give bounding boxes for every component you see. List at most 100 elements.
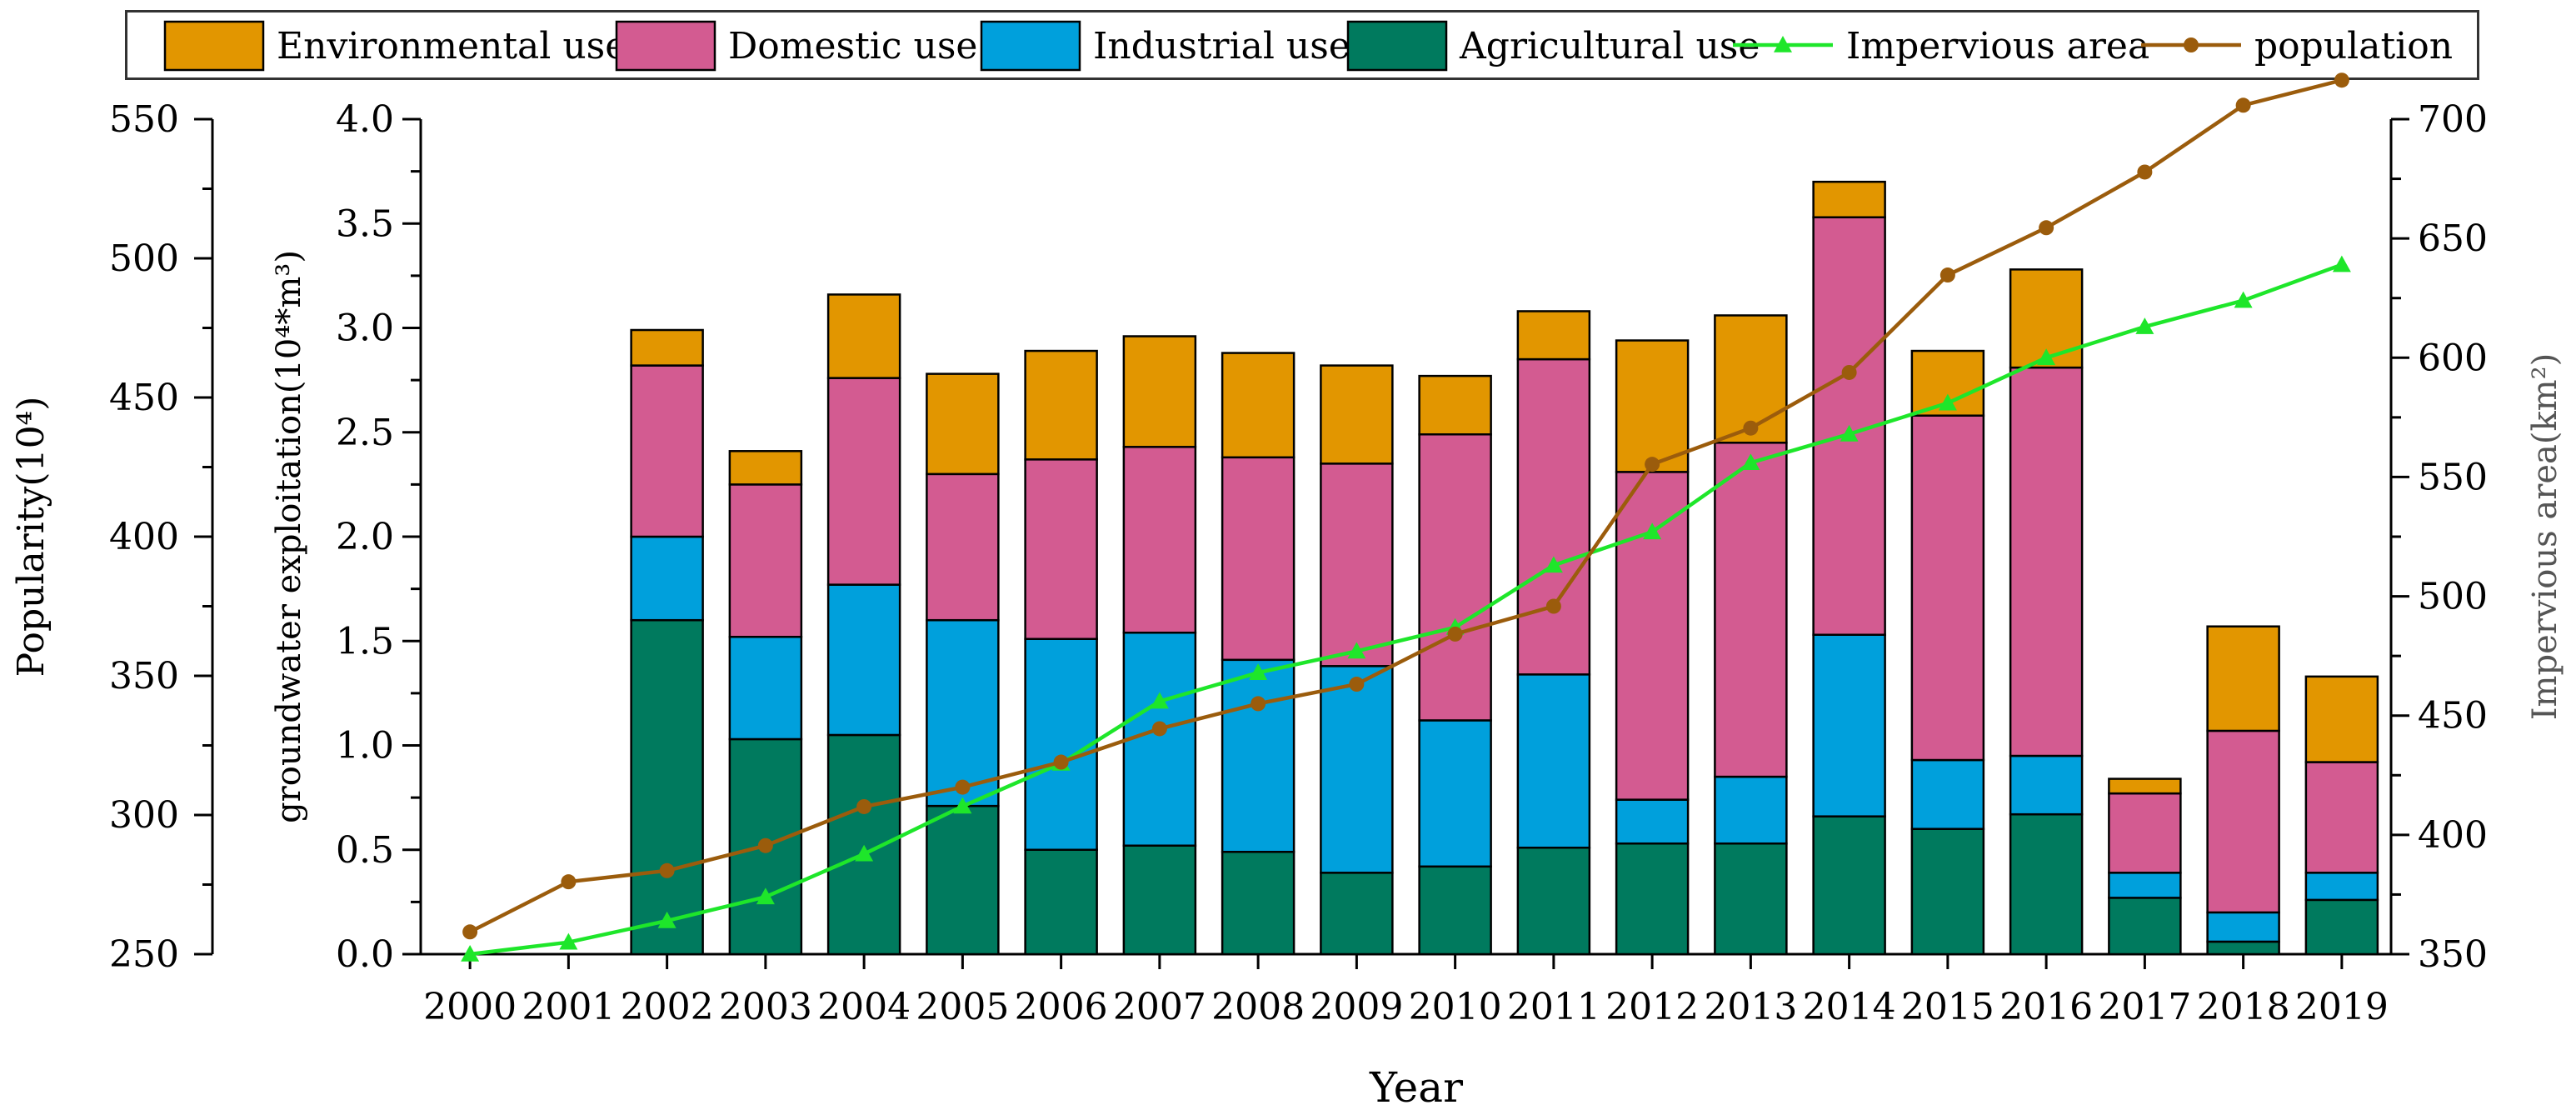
bar-agricultural-use: [2206, 940, 2280, 956]
bar-environmental-use: [1516, 310, 1591, 361]
marker-impervious-area: [657, 911, 676, 928]
legend-marker-population: [2184, 38, 2199, 52]
marker-impervious-area: [1150, 692, 1169, 709]
legend-label-environmental-use: Environmental use: [277, 25, 627, 68]
x-tick-label: 2018: [2197, 986, 2290, 1028]
y-outer-tick-label: 250: [109, 933, 179, 976]
bar-domestic-use: [2009, 366, 2084, 758]
x-tick-label: 2004: [817, 986, 911, 1028]
bar-domestic-use: [1615, 471, 1690, 801]
y-right-tick-label: 600: [2418, 337, 2488, 379]
bar-domestic-use: [1221, 456, 1295, 662]
marker-impervious-area: [1347, 642, 1366, 659]
bar-environmental-use: [1615, 339, 1690, 473]
bar-industrial-use: [1221, 658, 1295, 853]
bar-domestic-use: [728, 483, 803, 638]
bar-industrial-use: [926, 618, 1000, 808]
bar-domestic-use: [826, 377, 901, 586]
marker-population: [1743, 420, 1759, 436]
marker-impervious-area: [1643, 522, 1662, 540]
bar-environmental-use: [2304, 675, 2379, 763]
bar-domestic-use: [1516, 358, 1591, 676]
bar-domestic-use: [1320, 462, 1394, 668]
y-inner-tick-label: 1.0: [336, 725, 394, 768]
x-tick-label: 2013: [1704, 986, 1797, 1028]
y-outer-tick-label: 300: [109, 794, 179, 837]
x-tick-label: 2017: [2098, 986, 2191, 1028]
bar-industrial-use: [1418, 719, 1492, 868]
x-tick-label: 2008: [1211, 986, 1305, 1028]
bar-industrial-use: [1812, 633, 1886, 818]
line-impervious-area: [469, 262, 2343, 957]
marker-impervious-area: [559, 932, 578, 950]
bar-environmental-use: [1418, 374, 1492, 436]
bar-environmental-use: [728, 450, 803, 486]
legend-label-industrial-use: Industrial use: [1093, 25, 1350, 68]
marker-impervious-area: [756, 888, 775, 905]
y-outer-tick-label: 500: [109, 238, 179, 280]
bar-environmental-use: [630, 328, 704, 367]
marker-population: [856, 798, 872, 814]
y-inner-tick-label: 4.0: [336, 98, 394, 141]
x-tick-label: 2012: [1605, 986, 1699, 1028]
x-tick-label: 2015: [1901, 986, 1994, 1028]
bar-environmental-use: [1024, 349, 1098, 461]
marker-impervious-area: [855, 844, 874, 862]
legend-swatch-domestic-use: [615, 20, 716, 72]
x-tick-label: 2002: [621, 986, 714, 1028]
bar-domestic-use: [2108, 792, 2182, 874]
legend-label-impervious-area: Impervious area: [1846, 25, 2149, 68]
y-outer-tick-label: 400: [109, 516, 179, 558]
bar-agricultural-use: [2009, 812, 2084, 956]
bar-environmental-use: [926, 372, 1000, 476]
bar-environmental-use: [1812, 180, 1886, 218]
y-inner-tick-label: 1.5: [336, 620, 394, 662]
marker-population: [561, 874, 577, 890]
x-tick-label: 2014: [1803, 986, 1896, 1028]
marker-impervious-area: [2135, 318, 2154, 334]
x-tick-label: 2019: [2295, 986, 2389, 1028]
bar-domestic-use: [2304, 761, 2379, 874]
marker-population: [2235, 98, 2251, 113]
x-tick-label: 2000: [423, 986, 517, 1028]
marker-population: [1251, 696, 1266, 712]
bar-industrial-use: [1714, 775, 1788, 845]
bar-agricultural-use: [1910, 828, 1985, 956]
marker-population: [2334, 72, 2349, 88]
y-outer-tick-label: 550: [109, 98, 179, 141]
bar-domestic-use: [1122, 446, 1197, 634]
bar-domestic-use: [1418, 433, 1492, 722]
bar-industrial-use: [826, 583, 901, 737]
marker-population: [1349, 677, 1365, 692]
bar-domestic-use: [1714, 442, 1788, 778]
bar-agricultural-use: [926, 804, 1000, 956]
y-right-tick-label: 350: [2418, 933, 2488, 976]
marker-population: [2039, 220, 2054, 236]
bar-industrial-use: [2108, 872, 2182, 899]
x-tick-label: 2016: [1999, 986, 2093, 1028]
bar-agricultural-use: [1714, 842, 1788, 956]
marker-impervious-area: [1840, 424, 1859, 442]
legend: [125, 10, 2479, 80]
bar-environmental-use: [2206, 625, 2280, 732]
bar-environmental-use: [1221, 352, 1295, 459]
x-tick-label: 2001: [522, 986, 615, 1028]
bar-industrial-use: [1615, 798, 1690, 845]
y-outer-tick-label: 350: [109, 655, 179, 698]
bar-agricultural-use: [1024, 848, 1098, 956]
line-population: [469, 78, 2343, 934]
y-right-tick-label: 700: [2418, 98, 2488, 141]
y-right-tick-label: 450: [2418, 695, 2488, 738]
x-tick-label: 2003: [719, 986, 812, 1028]
marker-impervious-area: [2234, 291, 2253, 308]
bar-industrial-use: [1320, 665, 1394, 874]
bar-industrial-use: [728, 635, 803, 741]
legend-swatch-environmental-use: [163, 20, 265, 72]
y-inner-tick-label: 0.5: [336, 829, 394, 872]
bar-industrial-use: [2206, 911, 2280, 943]
marker-population: [1447, 626, 1463, 642]
y-inner-tick-label: 0.0: [336, 933, 394, 976]
bar-environmental-use: [1122, 335, 1197, 448]
marker-impervious-area: [2332, 255, 2351, 272]
bar-industrial-use: [630, 535, 704, 622]
